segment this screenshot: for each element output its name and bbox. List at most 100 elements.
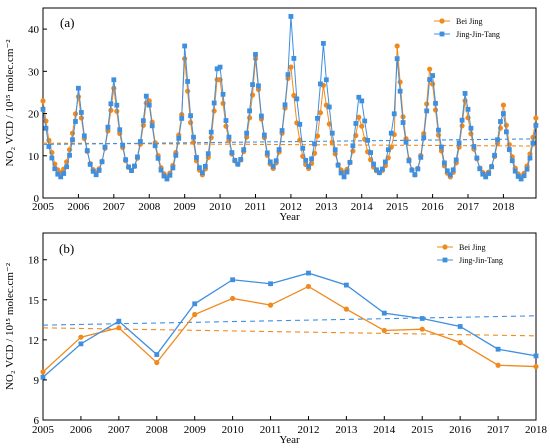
panel-a-data-point bbox=[241, 147, 247, 153]
panel-a-data-point bbox=[223, 118, 229, 123]
panel-a-data-point bbox=[530, 140, 536, 146]
panel-a-data-point bbox=[164, 176, 170, 182]
panel-a-trend-line bbox=[42, 138, 537, 145]
panel-a-data-point bbox=[515, 173, 521, 179]
panel-b-x-tick-label: 2006 bbox=[70, 424, 93, 436]
panel-a-data-point bbox=[424, 108, 430, 114]
panel-b-data-point bbox=[419, 326, 425, 332]
panel-a-data-point bbox=[267, 159, 273, 165]
panel-a-data-point bbox=[270, 163, 276, 169]
panel-b-y-tick-label: 12 bbox=[28, 335, 39, 347]
panel-a-data-point bbox=[211, 100, 217, 106]
panel-b-x-tick-label: 2007 bbox=[108, 424, 131, 436]
panel-a-data-point bbox=[462, 91, 468, 96]
panel-a-data-point bbox=[143, 93, 149, 99]
panel-a-y-tick-label: 20 bbox=[28, 109, 40, 121]
panel-a-data-point bbox=[350, 148, 356, 154]
panel-a-legend-marker bbox=[439, 31, 445, 37]
panel-a-data-point bbox=[49, 155, 55, 161]
panel-a-data-point bbox=[96, 168, 102, 173]
panel-a-data-point bbox=[197, 165, 202, 170]
panel-a-data-point bbox=[158, 167, 164, 173]
panel-b-data-point bbox=[495, 346, 501, 352]
panel-a-data-point bbox=[182, 43, 188, 49]
panel-a-data-point bbox=[344, 169, 350, 175]
panel-a-x-tick-label: 2005 bbox=[32, 201, 55, 213]
panel-a-data-point bbox=[471, 144, 477, 149]
panel-a-data-point bbox=[61, 171, 67, 176]
panel-a-data-point bbox=[468, 131, 474, 137]
panel-a-data-point bbox=[40, 98, 46, 104]
panel-a-data-point bbox=[126, 164, 131, 170]
panel-a-data-point bbox=[303, 157, 309, 163]
panel-b-x-tick-label: 2016 bbox=[449, 424, 472, 436]
panel-a-data-point bbox=[412, 172, 418, 178]
panel-b-data-point bbox=[192, 301, 198, 307]
panel-b-data-point bbox=[343, 306, 349, 312]
panel-a-data-point bbox=[359, 98, 365, 104]
panel-a-data-point bbox=[365, 137, 371, 143]
panel-a-data-point bbox=[409, 167, 415, 173]
panel-a-x-tick-label: 2009 bbox=[174, 201, 197, 213]
panel-a-data-point bbox=[111, 77, 117, 83]
panel-a-data-point bbox=[46, 137, 52, 143]
panel-b-x-tick-label: 2009 bbox=[184, 424, 207, 436]
panel-a-data-point bbox=[332, 147, 338, 153]
panel-a-data-point bbox=[474, 155, 480, 161]
panel-a-data-point bbox=[441, 160, 447, 166]
panel-a-y-tick-label: 40 bbox=[28, 24, 40, 36]
panel-b-x-tick-label: 2014 bbox=[373, 424, 396, 436]
panel-a-data-point bbox=[129, 168, 134, 173]
panel-a-data-point bbox=[84, 148, 90, 153]
panel-a-data-point bbox=[291, 56, 297, 61]
panel-a-data-point bbox=[52, 166, 58, 172]
panel-b-data-point bbox=[533, 363, 539, 370]
panel-b-data-point bbox=[343, 282, 349, 288]
panel-a-data-point bbox=[433, 100, 438, 106]
panel-a-x-tick-label: 2017 bbox=[457, 201, 480, 213]
panel-a-data-point bbox=[261, 132, 267, 138]
panel-a-data-point bbox=[185, 79, 191, 84]
panel-a-data-point bbox=[465, 106, 471, 112]
panel-a-data-point bbox=[480, 171, 486, 177]
panel-a-data-point bbox=[380, 166, 385, 172]
panel-a-data-point bbox=[102, 144, 108, 150]
panel-a-data-point bbox=[288, 14, 294, 19]
panel-b-x-tick-label: 2015 bbox=[411, 424, 434, 436]
panel-b-legend-marker bbox=[442, 257, 448, 263]
panel-a-data-point bbox=[232, 157, 238, 163]
panel-a-data-point bbox=[114, 102, 120, 108]
panel-a-data-point bbox=[436, 127, 441, 133]
panel-a-data-point bbox=[70, 137, 75, 143]
panel-a-data-point bbox=[247, 108, 252, 114]
panel-b-x-tick-label: 2017 bbox=[487, 424, 510, 436]
panel-a-data-point bbox=[418, 154, 424, 160]
panel-a-data-point bbox=[406, 158, 412, 164]
panel-b-data-point bbox=[78, 334, 84, 340]
panel-b-trend-line bbox=[42, 327, 537, 337]
panel-b-legend-marker bbox=[442, 244, 448, 250]
panel-b-data-point bbox=[40, 374, 46, 380]
panel-a-data-point bbox=[498, 119, 503, 124]
panel-a-x-tick-label: 2012 bbox=[280, 201, 302, 213]
panel-a-legend: Bei Jing Jing-Jin-Tang bbox=[434, 17, 500, 39]
panel-a-data-point bbox=[75, 94, 82, 100]
panel-a-data-point bbox=[167, 172, 173, 178]
panel-a-data-point bbox=[161, 173, 167, 179]
panel-a-data-point bbox=[329, 130, 335, 136]
panel-a-data-point bbox=[368, 150, 374, 155]
panel-b-data-point bbox=[116, 325, 122, 331]
panel-b-y-tick-label: 9 bbox=[34, 375, 40, 387]
panel-a-data-point bbox=[244, 130, 250, 136]
panel-a-data-point bbox=[256, 83, 261, 89]
panel-a-data-point bbox=[194, 155, 199, 160]
panel-a-x-tick-label: 2006 bbox=[67, 201, 90, 213]
panel-a-x-tick-label: 2008 bbox=[138, 201, 161, 213]
panel-a-data-point bbox=[309, 156, 314, 162]
panel-a-data-point bbox=[314, 133, 321, 139]
panel-a-data-point bbox=[246, 115, 253, 121]
panel-a-data-point bbox=[185, 88, 191, 94]
panel-a-data-point bbox=[117, 127, 123, 133]
panel-a-x-axis-label: Year bbox=[279, 211, 300, 223]
panel-b-x-axis-label: Year bbox=[279, 434, 300, 446]
